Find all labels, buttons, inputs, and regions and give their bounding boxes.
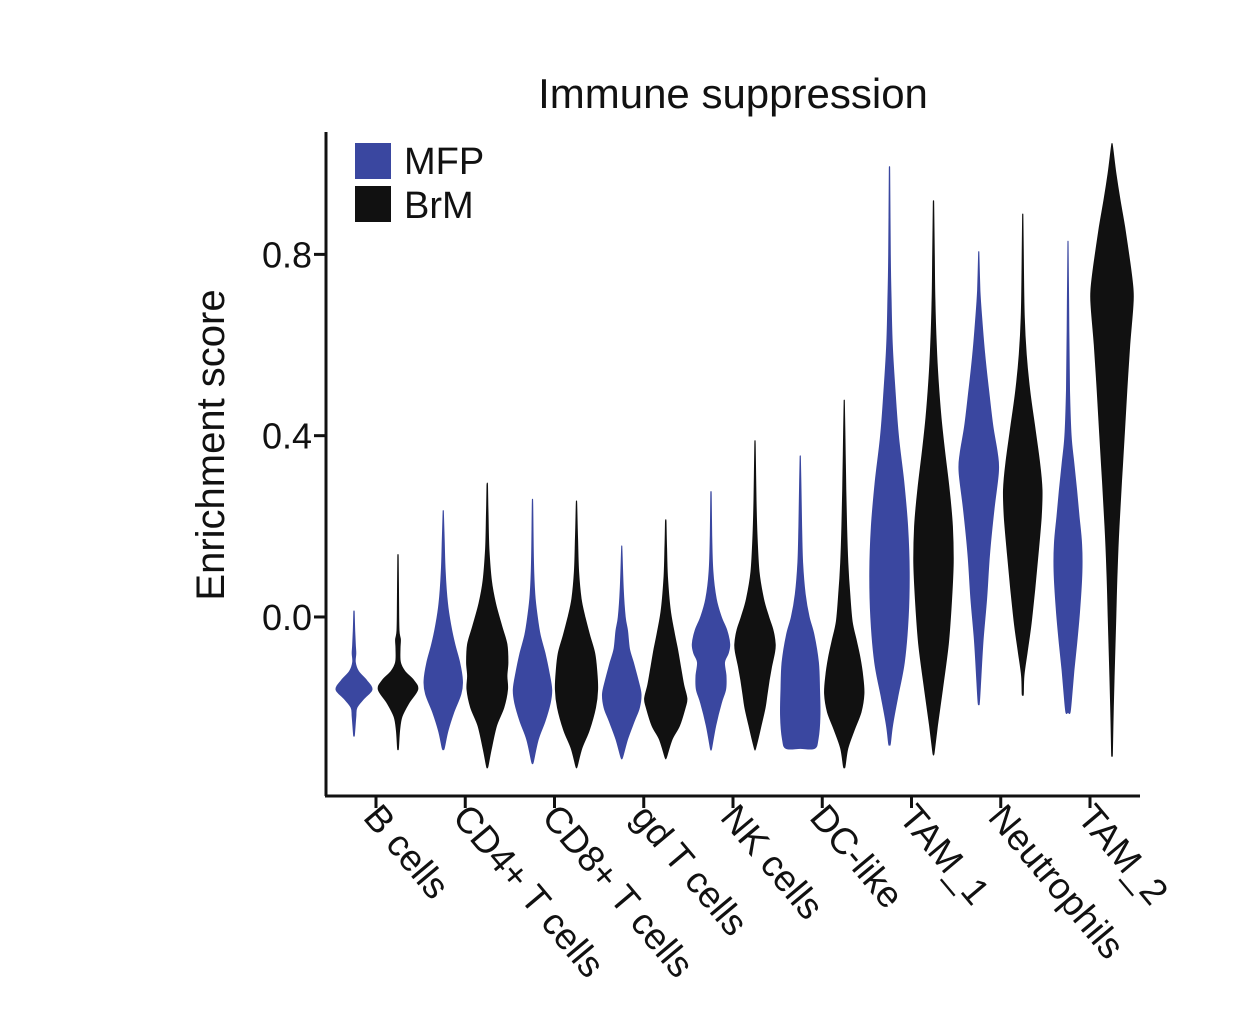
- violin-mfp-dc-like: [779, 455, 821, 750]
- violin-brm-tam-1: [913, 200, 954, 756]
- legend-swatch-brm: [355, 186, 391, 222]
- violin-mfp-tam-2: [1053, 240, 1083, 715]
- legend-label-mfp: MFP: [404, 141, 484, 183]
- chart-title: Immune suppression: [538, 70, 928, 117]
- violin-brm-cd8-t-cells: [554, 500, 599, 769]
- legend: MFP BrM: [355, 141, 484, 227]
- legend-swatch-mfp: [355, 143, 391, 179]
- y-ticks: 0.0 0.4 0.8: [262, 234, 326, 638]
- violin-mfp-gd-t-cells: [601, 545, 642, 760]
- violin-mfp-cd4-t-cells: [423, 510, 464, 751]
- x-tick-label: B cells: [356, 797, 457, 907]
- y-axis-label: Enrichment score: [189, 289, 233, 600]
- violin-mfp-cd8-t-cells: [512, 498, 553, 765]
- violin-brm-cd4-t-cells: [466, 482, 509, 769]
- violin-mfp-neutrophils: [958, 251, 1000, 706]
- violin-brm-b-cells: [377, 554, 419, 751]
- violin-brm-gd-t-cells: [644, 519, 688, 760]
- y-tick-label: 0.4: [262, 416, 312, 457]
- y-tick-label: 0.0: [262, 597, 312, 638]
- violin-brm-neutrophils: [1002, 213, 1043, 696]
- violin-mfp-tam-1: [869, 166, 910, 746]
- x-tick-label: TAM_1: [891, 797, 997, 913]
- violin-mfp-b-cells: [335, 610, 373, 737]
- violin-brm-tam-2: [1090, 143, 1134, 757]
- violin-mfp-nk-cells: [691, 491, 731, 751]
- violin-brm-nk-cells: [734, 440, 776, 751]
- violin-layer: [335, 143, 1134, 769]
- y-tick-label: 0.8: [262, 234, 312, 275]
- legend-label-brm: BrM: [404, 185, 474, 227]
- violin-brm-dc-like: [824, 399, 865, 769]
